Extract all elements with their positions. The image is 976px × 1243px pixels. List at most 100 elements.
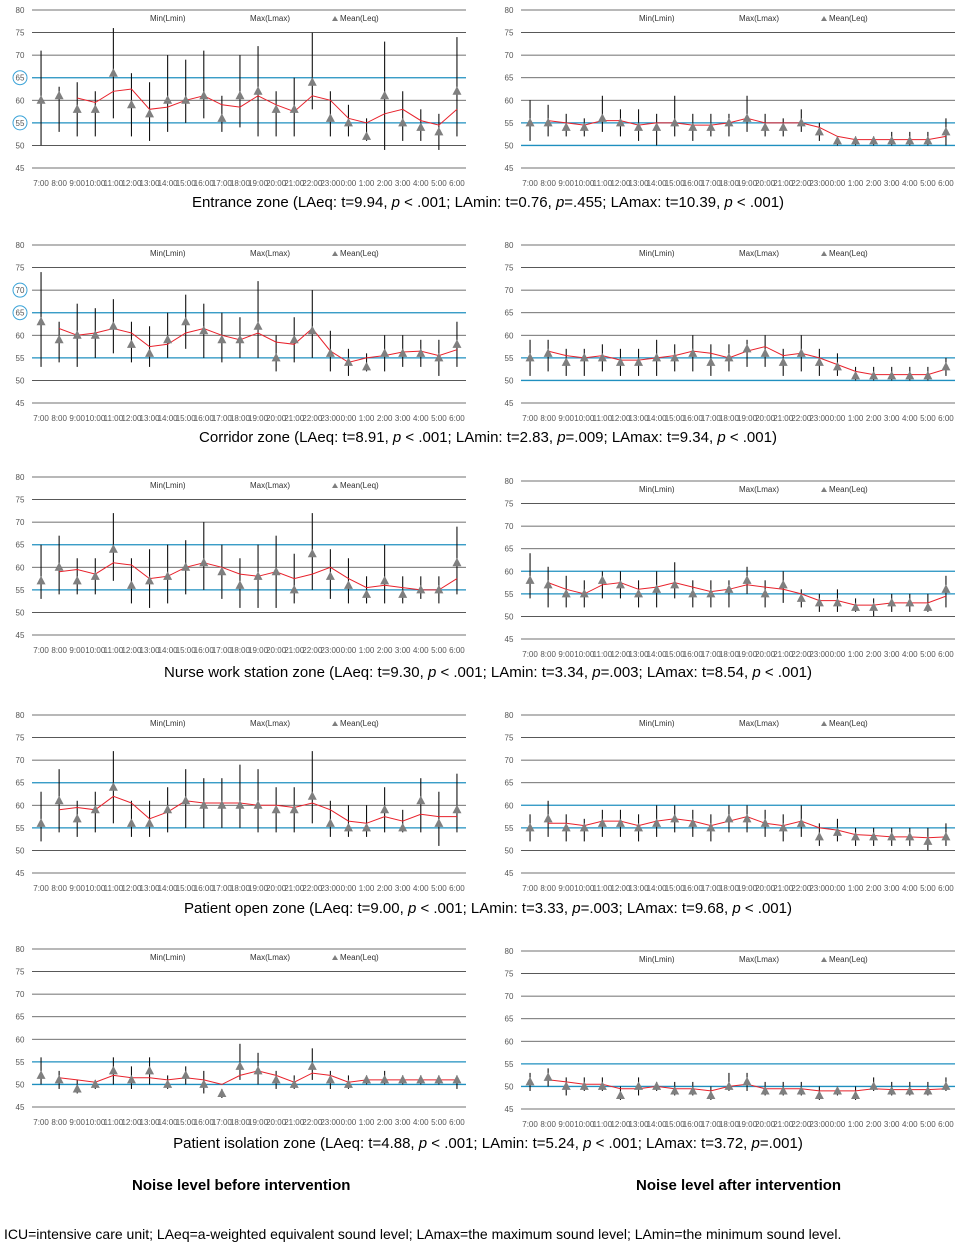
mean-marker	[108, 1065, 118, 1075]
y-tick-label: 80	[16, 241, 25, 250]
x-tick-label: 16:00	[683, 650, 704, 659]
x-tick-label: 19:00	[737, 1120, 758, 1129]
x-tick-label: 21:00	[773, 1120, 794, 1129]
mean-marker	[543, 348, 553, 357]
x-tick-label: 3:00	[395, 414, 411, 423]
mean-marker	[307, 77, 317, 86]
x-tick-label: 10:00	[574, 414, 595, 423]
x-tick-label: 6:00	[449, 1118, 465, 1127]
mean-marker	[525, 1076, 535, 1086]
mean-marker	[271, 1074, 281, 1084]
legend-label: Min(Lmin)	[639, 719, 675, 728]
mean-marker	[253, 86, 263, 95]
tick-highlight-circle	[12, 282, 28, 298]
y-tick-label: 45	[16, 631, 25, 640]
x-tick-label: 6:00	[938, 884, 954, 893]
mean-marker	[343, 357, 353, 366]
y-tick-label: 50	[16, 608, 25, 617]
mean-marker	[923, 602, 933, 611]
x-tick-label: 23:00	[320, 646, 341, 655]
x-tick-label: 2:00	[377, 1118, 393, 1127]
x-tick-label: 6:00	[938, 179, 954, 188]
chart-svg: 45 50 55 60 65 70 75 80 7:00 8:00 9:00 10:0011:0012…	[505, 6, 955, 188]
x-tick-label: 18:00	[719, 1120, 740, 1129]
before-intervention-label: Noise level before intervention	[132, 1177, 351, 1194]
mean-marker	[579, 352, 589, 362]
x-tick-label: 5:00	[431, 1118, 447, 1127]
mean-marker	[670, 813, 680, 823]
caption-part-t1: (LAeq: t=9.00,	[304, 900, 408, 917]
caption-part-r1: < .001; LAmin: t=0.76,	[400, 194, 556, 211]
y-tick-label: 75	[505, 264, 514, 273]
y-tick-label: 60	[505, 96, 514, 105]
mean-marker	[217, 334, 227, 344]
x-tick-label: 7:00	[522, 1120, 538, 1129]
x-tick-label: 3:00	[395, 1118, 411, 1127]
mean-marker	[670, 352, 680, 362]
x-tick-label: 1:00	[359, 884, 375, 893]
mean-marker	[887, 597, 897, 607]
x-tick-label: 19:00	[737, 884, 758, 893]
mean-marker	[941, 831, 951, 841]
x-tick-label: 3:00	[884, 650, 900, 659]
mean-marker	[561, 122, 571, 131]
x-tick-label: 11:00	[104, 414, 124, 423]
x-tick-label: 7:00	[522, 414, 538, 423]
mean-marker	[579, 822, 589, 832]
mean-marker	[325, 1074, 335, 1084]
y-tick-label: 60	[16, 563, 25, 572]
y-tick-label: 55	[16, 1058, 25, 1067]
x-tick-label: 7:00	[522, 884, 538, 893]
mean-marker	[108, 321, 118, 330]
x-tick-label: 21:00	[284, 1118, 305, 1127]
x-tick-label: 8:00	[51, 414, 67, 423]
legend-mean-marker	[821, 957, 827, 962]
x-tick-label: 9:00	[69, 179, 85, 188]
x-tick-label: 4:00	[902, 1120, 918, 1129]
x-tick-label: 22:00	[302, 646, 323, 655]
mean-marker	[706, 357, 716, 366]
x-tick-label: 3:00	[395, 646, 411, 655]
mean-marker	[72, 813, 82, 823]
x-tick-label: 15:00	[176, 646, 197, 655]
x-tick-label: 8:00	[51, 1118, 67, 1127]
x-tick-label: 20:00	[266, 1118, 287, 1127]
mean-marker	[416, 348, 426, 357]
mean-marker	[398, 822, 408, 832]
mean-marker	[90, 330, 100, 339]
x-tick-label: 17:00	[701, 884, 722, 893]
y-tick-label: 45	[505, 399, 514, 408]
mean-marker	[362, 822, 372, 832]
mean-marker	[796, 1085, 806, 1095]
legend-mean-marker	[332, 721, 338, 726]
x-tick-label: 17:00	[701, 650, 722, 659]
x-tick-label: 5:00	[920, 650, 936, 659]
x-tick-label: 10:00	[574, 650, 595, 659]
chart-svg: 45 50 55 60 65 70 75 80 7:00 8:00 9:00 10:0011:0012…	[505, 477, 955, 659]
x-tick-label: 15:00	[176, 884, 197, 893]
mean-marker	[543, 117, 553, 127]
mean-marker	[923, 135, 933, 145]
x-tick-label: 15:00	[176, 179, 197, 188]
mean-marker	[597, 818, 607, 827]
x-tick-label: 4:00	[902, 884, 918, 893]
x-tick-label: 3:00	[395, 884, 411, 893]
mean-marker	[181, 1070, 191, 1079]
y-tick-label: 55	[16, 354, 25, 363]
mean-marker	[742, 343, 752, 353]
mean-marker	[561, 1081, 571, 1090]
x-tick-label: 1:00	[359, 179, 375, 188]
x-tick-label: 0:00	[830, 1120, 846, 1129]
mean-marker	[434, 584, 444, 594]
x-tick-label: 18:00	[230, 646, 251, 655]
mean-marker	[90, 804, 100, 814]
mean-marker	[145, 818, 155, 827]
mean-marker	[199, 557, 209, 567]
caption-part-p2: p	[572, 900, 581, 917]
y-tick-label: 45	[505, 635, 514, 644]
legend-label: Max(Lmax)	[739, 14, 779, 23]
mean-marker	[452, 804, 462, 814]
y-tick-label: 55	[505, 354, 514, 363]
mean-marker	[126, 1074, 136, 1084]
caption-part-p3: p	[717, 429, 726, 446]
